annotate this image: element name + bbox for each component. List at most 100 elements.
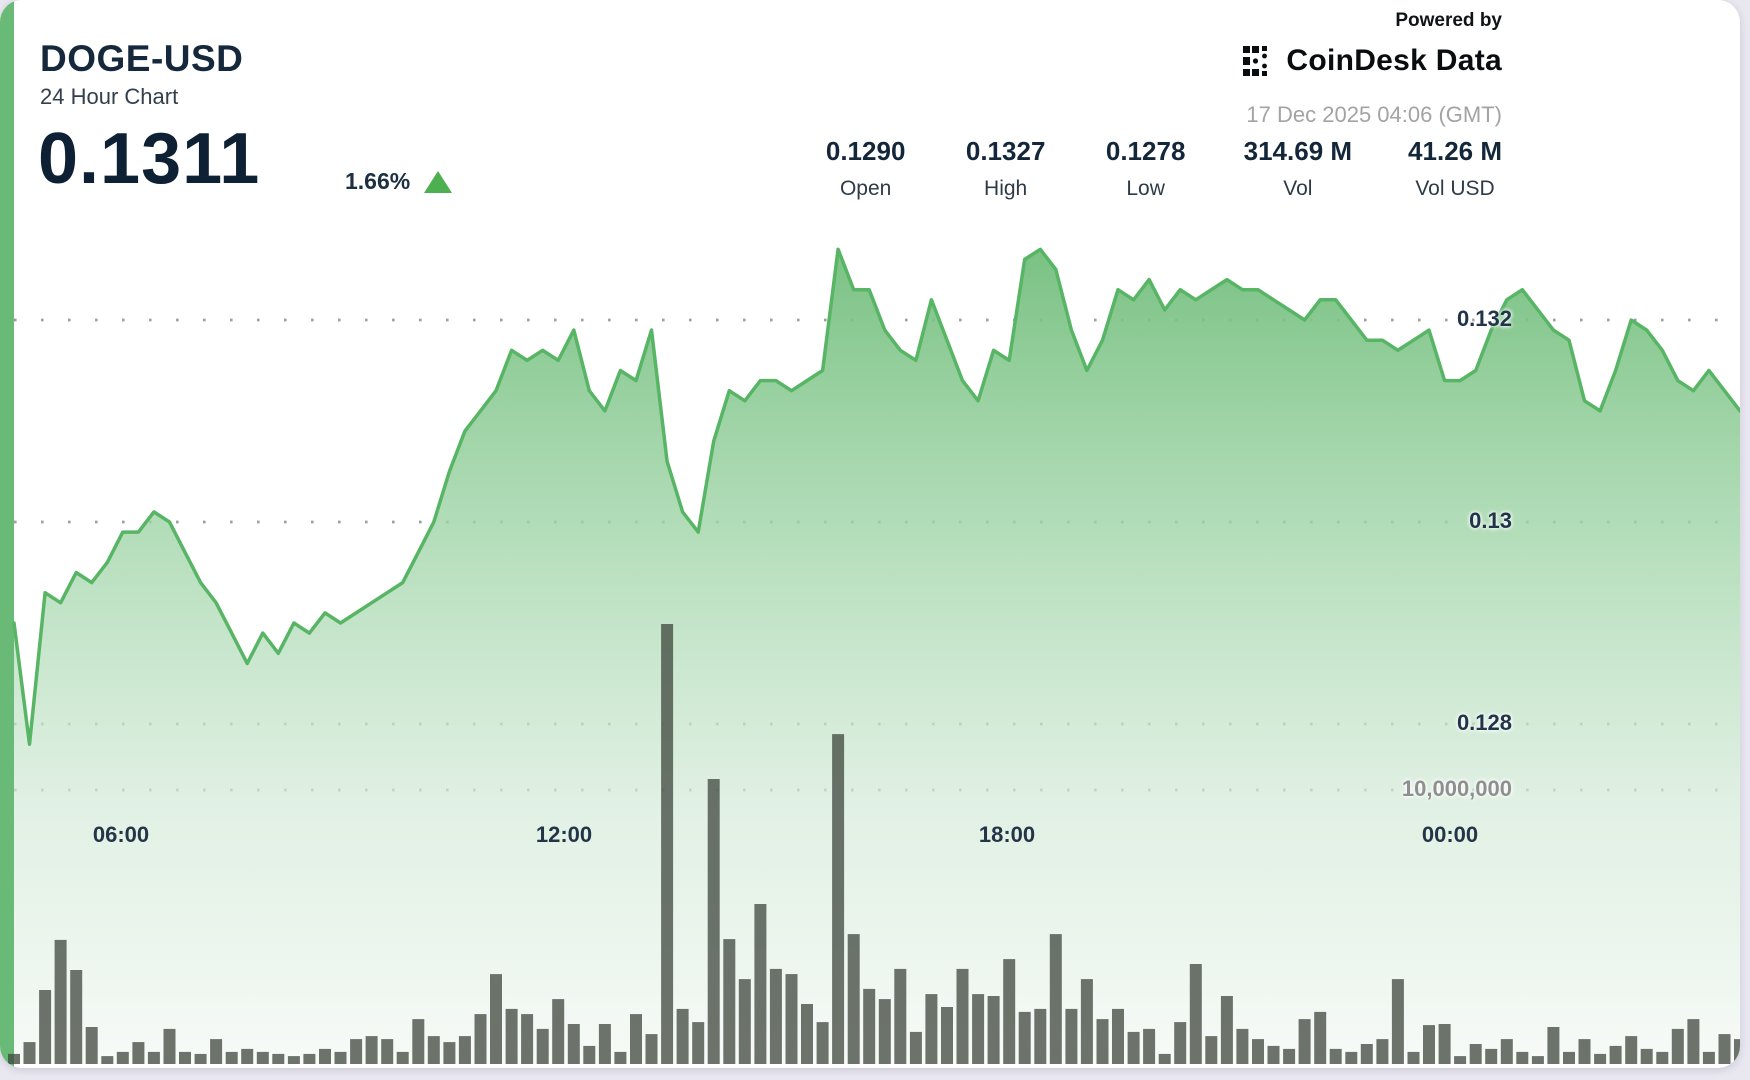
volume-bar (1671, 1028, 1684, 1064)
volume-bar (1485, 1048, 1498, 1064)
volume-bar (256, 1051, 269, 1064)
stat-open-label: Open (839, 177, 892, 200)
up-arrow-icon (424, 170, 453, 193)
volume-bar (287, 1056, 300, 1064)
stat-vol: 314.69 M Vol (1244, 136, 1352, 201)
x-axis-time-label: 18:00 (978, 822, 1036, 847)
volume-bar (583, 1045, 596, 1064)
volume-bar (225, 1051, 238, 1064)
volume-bar (1438, 1024, 1451, 1064)
volume-bar (878, 999, 891, 1064)
volume-bar (54, 939, 67, 1064)
change-percent: 1.66% (345, 168, 411, 194)
volume-bar (1080, 979, 1093, 1064)
volume-bar (427, 1036, 440, 1064)
y-axis-volume-label: 10,000,000 (1401, 776, 1512, 801)
volume-bar (132, 1042, 145, 1064)
volume-bar (85, 1027, 98, 1064)
volume-bar (909, 1031, 922, 1064)
volume-bar (941, 1007, 953, 1064)
volume-bar (987, 996, 1000, 1064)
volume-bar (1469, 1044, 1482, 1064)
volume-bar (116, 1051, 129, 1064)
volume-bar (769, 968, 782, 1064)
volume-bar (303, 1053, 316, 1064)
stat-open: 0.1290 Open (824, 136, 908, 201)
volume-bar (163, 1028, 176, 1064)
volume-bar (738, 979, 751, 1064)
volume-bar (894, 968, 907, 1064)
volume-bar (754, 904, 767, 1064)
volume-bar (1065, 1008, 1078, 1064)
coindesk-brand-text: CoinDesk Data (1286, 44, 1502, 77)
volume-bar (1625, 1036, 1638, 1064)
volume-bar (350, 1039, 363, 1064)
volume-bar (1531, 1056, 1544, 1064)
volume-bar (1454, 1056, 1467, 1064)
stat-high-label: High (984, 177, 1028, 200)
volume-bar (101, 1056, 114, 1064)
volume-bar (179, 1051, 191, 1064)
volume-bar (1423, 1025, 1435, 1064)
volume-bar (956, 968, 969, 1064)
volume-bar (816, 1022, 829, 1064)
volume-bar (396, 1051, 409, 1064)
volume-bar (1687, 1019, 1700, 1064)
volume-bar (23, 1042, 36, 1064)
volume-bar (147, 1051, 160, 1064)
volume-bar (1407, 1051, 1420, 1064)
volume-bar (1034, 1008, 1047, 1064)
volume-bar (661, 624, 674, 1064)
volume-bar (1563, 1051, 1575, 1064)
volume-bar (1174, 1022, 1187, 1064)
volume-bar (1360, 1044, 1373, 1064)
volume-bar (521, 1014, 534, 1064)
y-axis-price-label: 0.13 (1469, 508, 1512, 533)
volume-bar (832, 734, 845, 1064)
volume-bar (676, 1008, 689, 1064)
volume-bar (1267, 1045, 1280, 1064)
volume-bar (1283, 1048, 1296, 1064)
volume-bar (1640, 1048, 1653, 1064)
volume-bar (692, 1022, 705, 1064)
volume-bar (1112, 1008, 1124, 1064)
volume-bar (785, 974, 798, 1064)
volume-bar (1252, 1039, 1264, 1064)
volume-bar (272, 1053, 285, 1064)
stat-low: 0.1278 Low (1104, 136, 1188, 201)
volume-bar (1143, 1028, 1156, 1064)
volume-bar (614, 1051, 627, 1064)
stat-open-value: 0.1290 (825, 136, 906, 166)
stat-low-value: 0.1278 (1105, 136, 1186, 166)
volume-bar (1236, 1028, 1249, 1064)
volume-bar (1049, 934, 1062, 1064)
powered-by-label: Powered by (1395, 10, 1502, 31)
price-area (14, 249, 1740, 1065)
volume-bar (1205, 1036, 1218, 1064)
volume-bar (443, 1042, 456, 1064)
volume-bar (1702, 1051, 1715, 1064)
timestamp: 17 Dec 2025 04:06 (GMT) (1246, 102, 1502, 127)
volume-bar (1220, 996, 1233, 1064)
stat-low-label: Low (1126, 177, 1165, 200)
stat-high: 0.1327 High (964, 136, 1048, 201)
volume-bar (412, 1019, 425, 1064)
volume-bar (474, 1014, 487, 1064)
volume-bar (1018, 1011, 1031, 1064)
volume-bar (1376, 1039, 1389, 1064)
volume-bar (925, 994, 938, 1064)
volume-bar (847, 934, 860, 1064)
volume-bar (645, 1034, 658, 1064)
stat-high-value: 0.1327 (965, 136, 1046, 166)
volume-bar (1329, 1048, 1342, 1064)
volume-bar (536, 1028, 549, 1064)
volume-bar (1656, 1051, 1669, 1064)
volume-bar (1189, 964, 1202, 1064)
volume-bar (381, 1039, 394, 1064)
volume-bar (723, 939, 736, 1064)
y-axis-price-label: 0.132 (1456, 306, 1512, 331)
stat-vol-label: Vol (1283, 177, 1313, 200)
volume-bar (567, 1024, 580, 1064)
